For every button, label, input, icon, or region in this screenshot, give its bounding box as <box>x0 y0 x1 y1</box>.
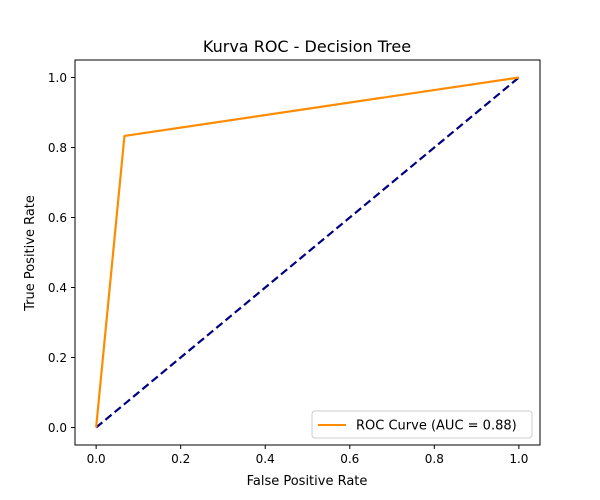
y-tick-label: 0.0 <box>48 421 67 435</box>
legend-label-roc: ROC Curve (AUC = 0.88) <box>356 419 517 434</box>
y-axis-ticks: 0.0 0.2 0.4 0.6 0.8 1.0 <box>48 71 75 435</box>
diagonal-reference-line <box>95 76 520 429</box>
y-tick-label: 0.8 <box>48 141 67 155</box>
x-axis-label: False Positive Rate <box>247 474 368 489</box>
y-tick-label: 1.0 <box>48 71 67 85</box>
x-tick-label: 0.0 <box>87 452 106 466</box>
y-tick-label: 0.6 <box>48 211 67 225</box>
chart-title: Kurva ROC - Decision Tree <box>203 37 411 56</box>
series-layer <box>95 76 520 429</box>
x-tick-label: 0.4 <box>256 452 275 466</box>
x-tick-label: 0.8 <box>425 452 444 466</box>
legend: ROC Curve (AUC = 0.88) <box>311 410 533 439</box>
x-tick-label: 0.6 <box>340 452 359 466</box>
y-axis-label: True Positive Rate <box>23 195 38 312</box>
y-tick-label: 0.4 <box>48 281 67 295</box>
y-tick-label: 0.2 <box>48 351 67 365</box>
legend-box <box>311 410 533 439</box>
plot-area <box>74 59 541 446</box>
x-tick-label: 0.2 <box>171 452 190 466</box>
x-axis-ticks: 0.0 0.2 0.4 0.6 0.8 1.0 <box>87 445 528 466</box>
x-tick-label: 1.0 <box>509 452 528 466</box>
plot-frame <box>74 59 541 446</box>
roc-curve-line <box>95 76 520 428</box>
